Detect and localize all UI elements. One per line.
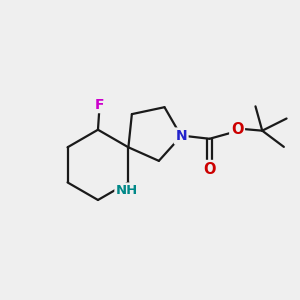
Text: N: N: [176, 129, 187, 143]
Text: O: O: [203, 161, 216, 176]
Text: O: O: [231, 122, 243, 137]
Text: NH: NH: [116, 184, 138, 197]
Text: F: F: [94, 98, 104, 112]
